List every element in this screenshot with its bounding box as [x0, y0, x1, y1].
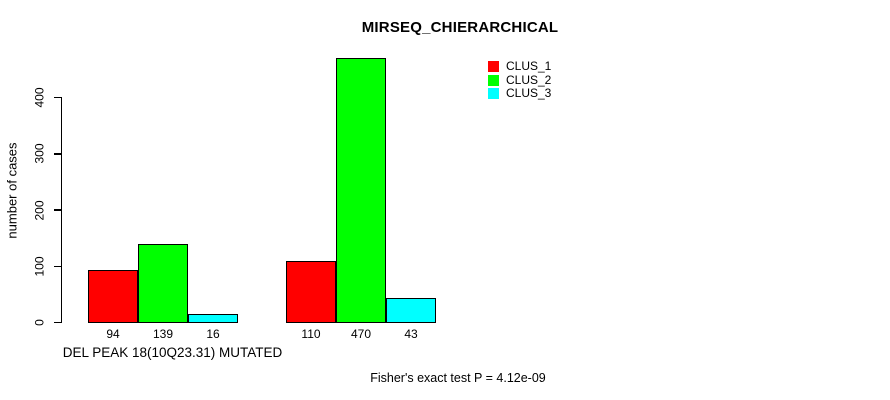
y-tick-mark — [53, 265, 62, 267]
chart-title: MIRSEQ_CHIERARCHICAL — [361, 19, 559, 36]
bar-clus_1-group1 — [88, 269, 138, 323]
y-tick-mark — [53, 209, 62, 211]
legend-item-clus_1: CLUS_1 — [488, 60, 551, 74]
bar-clus_2-group2 — [336, 58, 386, 323]
legend-label: CLUS_3 — [506, 86, 552, 101]
legend-swatch-icon — [488, 61, 499, 73]
y-tick-mark — [53, 153, 62, 155]
y-tick-label: 400 — [32, 87, 47, 108]
y-tick-mark — [53, 96, 62, 99]
legend-swatch-icon — [488, 74, 499, 86]
statistical-test-note: Fisher's exact test P = 4.12e-09 — [370, 371, 546, 385]
y-tick-label: 300 — [32, 143, 47, 164]
y-tick-mark — [53, 321, 62, 324]
legend-item-clus_2: CLUS_2 — [488, 72, 552, 88]
bar-clus_3-group1 — [188, 313, 238, 323]
legend-swatch-icon — [488, 88, 499, 100]
bar-clus_3-group2 — [386, 298, 436, 323]
legend-item-clus_3: CLUS_3 — [488, 87, 551, 101]
y-tick-label: 200 — [32, 199, 47, 221]
bar-value-label: 94 — [106, 327, 120, 341]
y-tick-label: 0 — [32, 319, 47, 326]
bar-value-label: 139 — [152, 327, 174, 341]
bar-value-label: 470 — [350, 327, 372, 341]
bar-value-label: 43 — [404, 327, 418, 341]
bar-value-label: 16 — [206, 327, 220, 341]
legend-label: CLUS_2 — [506, 72, 552, 87]
bar-clus_2-group1 — [138, 244, 188, 323]
bar-clus_1-group2 — [286, 260, 336, 323]
legend-label: CLUS_1 — [506, 59, 552, 74]
y-tick-label: 100 — [32, 256, 47, 277]
bar-value-label: 110 — [301, 327, 321, 341]
legend: CLUS_1 CLUS_2 CLUS_3 — [488, 60, 551, 101]
x-axis-label: DEL PEAK 18(10Q23.31) MUTATED — [62, 345, 283, 360]
y-axis-label: number of cases — [4, 142, 20, 239]
